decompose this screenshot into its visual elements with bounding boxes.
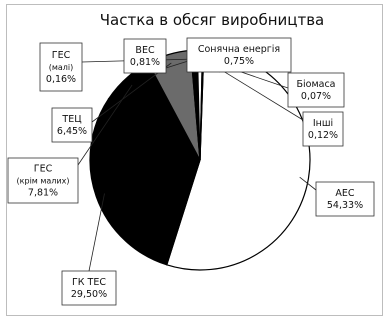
slice-name-label: ГЕС (52, 50, 71, 61)
slice-name-label: АЕС (335, 188, 355, 199)
slice-name-label: Сонячна енергія (198, 44, 280, 55)
slice-value-label: 0,12% (308, 130, 338, 141)
slice-label-box (315, 181, 375, 217)
slice-name-label: ТЕЦ (61, 114, 81, 125)
slice-label-box (287, 72, 345, 108)
pie-slice-гк-тес (89, 97, 201, 266)
slice-label-box (123, 38, 167, 74)
leader-line (88, 193, 105, 272)
slice-value-label: 7,81% (28, 188, 58, 199)
slice-name-label: Інші (313, 118, 333, 129)
slice-value-label: 54,33% (327, 200, 363, 211)
slice-name-label: (крім малих) (17, 177, 70, 186)
slice-value-label: 0,16% (46, 74, 76, 85)
slice-value-label: 0,81% (130, 57, 160, 68)
slice-name-label: ГЕС (34, 164, 53, 175)
slice-label-box (39, 42, 83, 92)
slice-value-label: 0,75% (224, 56, 254, 67)
slice-name-label: Біомаса (296, 79, 335, 90)
slice-value-label: 6,45% (57, 126, 87, 137)
leader-line (77, 84, 133, 166)
slice-label-box (186, 37, 292, 73)
slice-label-box (7, 157, 79, 204)
slice-value-label: 29,50% (71, 289, 107, 300)
pie-slices (89, 49, 311, 271)
slice-name-label: ВЕС (135, 45, 155, 56)
slice-value-label: 0,07% (301, 91, 331, 102)
chart-title: Частка в обсяг виробництва (100, 11, 325, 29)
slice-name-label: ГК ТЕС (72, 277, 106, 288)
leader-line (299, 176, 317, 191)
slice-label-box (61, 270, 117, 306)
slice-label-box (302, 111, 344, 147)
slice-name-label: (малі) (49, 63, 74, 72)
slice-label-box (51, 107, 93, 143)
